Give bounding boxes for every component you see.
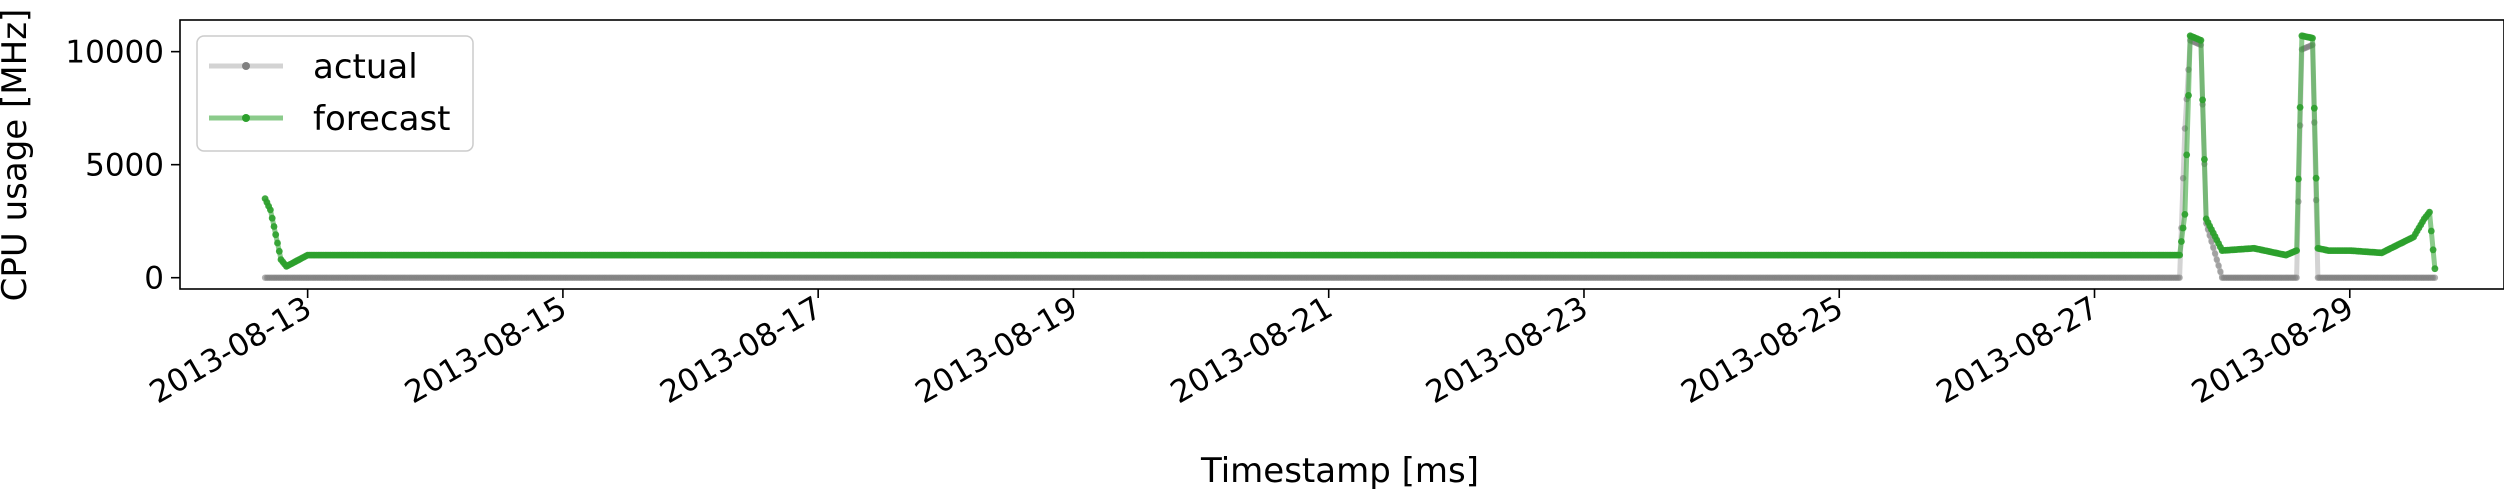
data-point [2178, 238, 2185, 245]
legend-box [196, 35, 474, 152]
data-point [2215, 262, 2222, 269]
data-point [2309, 34, 2316, 42]
data-point [2312, 174, 2320, 182]
x-tick-label: 2013-08-13 [144, 290, 318, 411]
data-point [2197, 36, 2205, 44]
data-point [275, 247, 283, 255]
y-tick-label: 0 [144, 261, 164, 297]
x-tick-label: 2013-08-27 [1930, 290, 2104, 411]
data-point [2179, 224, 2187, 232]
y-axis: 0 5000 10000 [65, 35, 180, 297]
data-point [2426, 208, 2433, 216]
data-point [272, 231, 280, 239]
data-point [2185, 92, 2192, 99]
legend: actual forecast [196, 35, 474, 152]
data-point [267, 206, 274, 214]
x-axis: 2013-08-13 2013-08-15 2013-08-17 2013-08-19… [144, 289, 2360, 411]
series-markers-forecast [261, 32, 2439, 273]
data-point [2199, 96, 2207, 104]
series-layer [261, 32, 2439, 281]
series-markers-actual [261, 37, 2439, 281]
data-point [2293, 274, 2300, 281]
data-point [274, 239, 281, 247]
y-axis-label: CPU usage [MHz] [0, 9, 35, 302]
data-point [2201, 156, 2208, 163]
data-point [268, 214, 276, 222]
plot-area [179, 19, 2504, 290]
data-point [2217, 268, 2224, 275]
data-point [2213, 256, 2220, 263]
x-tick-label: 2013-08-25 [1675, 290, 1849, 411]
data-point [2176, 274, 2183, 281]
legend-marker-actual [242, 62, 250, 70]
series-actual [261, 37, 2439, 281]
data-point [2176, 251, 2184, 259]
data-point [2293, 247, 2301, 255]
data-point [2211, 250, 2219, 257]
x-tick-label: 2013-08-21 [1165, 290, 1339, 411]
x-tick-label: 2013-08-17 [654, 290, 828, 411]
data-point [2208, 238, 2215, 245]
legend-marker-forecast [242, 114, 250, 122]
x-tick-label: 2013-08-29 [2186, 290, 2360, 411]
data-point [2296, 104, 2304, 111]
data-point [2210, 244, 2217, 251]
x-tick-label: 2013-08-23 [1420, 290, 1594, 411]
data-point [2310, 104, 2318, 112]
data-point [2427, 227, 2435, 235]
x-tick-label: 2013-08-19 [909, 290, 1083, 411]
y-tick-label: 5000 [85, 148, 164, 184]
legend-label-actual: actual [313, 47, 418, 87]
data-point [2183, 151, 2191, 159]
data-point [2431, 265, 2439, 273]
data-point [2429, 246, 2437, 254]
data-point [2295, 175, 2302, 183]
x-axis-label: Timestamp [ms] [1200, 451, 1479, 490]
data-point [2181, 211, 2189, 218]
y-tick-label: 10000 [65, 35, 164, 71]
data-point [270, 223, 278, 230]
data-point [2431, 274, 2439, 281]
x-tick-label: 2013-08-15 [399, 290, 573, 411]
series-forecast [261, 32, 2439, 273]
legend-label-forecast: forecast [313, 99, 451, 139]
